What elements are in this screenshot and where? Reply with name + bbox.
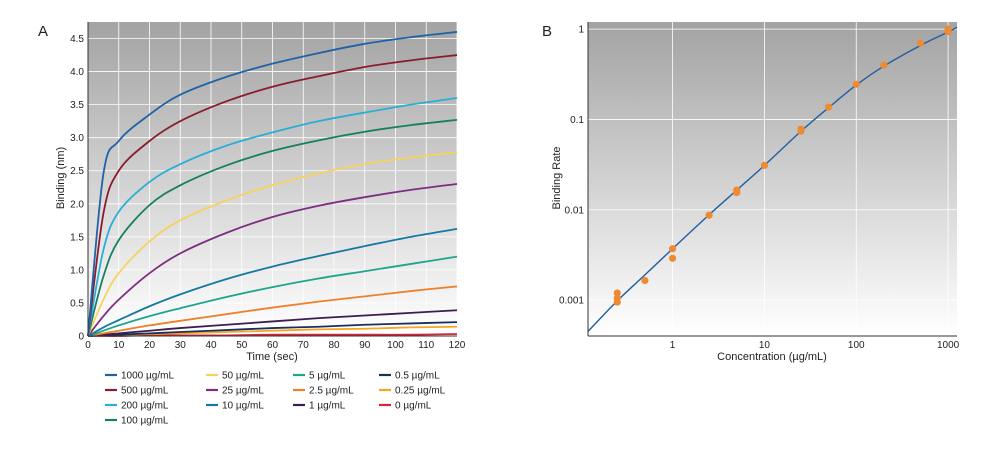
legend-label-100-ug-ml: 100 µg/mL — [121, 416, 169, 427]
panel-b-axes — [587, 22, 957, 337]
panel-a-x-tick-label: 110 — [418, 340, 434, 351]
panel-a-y-tick-label: 3.0 — [70, 133, 84, 144]
legend-label-1-ug-ml: 1 µg/mL — [309, 401, 346, 412]
panel-b-data-point — [797, 127, 805, 135]
panel-b-data-point — [668, 254, 677, 262]
series-line-1000-ug-ml — [87, 31, 458, 337]
panel-b-y-tick-label: 1 — [578, 25, 584, 36]
panel-a-x-tick-label: 10 — [113, 340, 125, 351]
panel-b-fit-line — [587, 26, 958, 332]
panel-b-points — [613, 25, 952, 306]
series-line-0-5-ug-ml — [87, 321, 458, 337]
panel-a-x-tick-labels: 0 10 20 30 40 50 60 70 80 90 100 110 120 — [85, 340, 466, 351]
panel-a-y-tick-label: 4.5 — [70, 34, 84, 45]
panel-a-x-tick-label: 120 — [449, 340, 466, 351]
panel-a-y-tick-label: 0.5 — [70, 298, 84, 309]
series-line-2-5-ug-ml — [87, 285, 458, 337]
legend-label-25-ug-ml: 25 µg/mL — [222, 386, 264, 397]
panel-a-axes — [87, 22, 457, 337]
legend-label-0-25-ug-ml: 0.25 µg/mL — [395, 386, 446, 397]
panel-a-x-tick-label: 20 — [144, 340, 156, 351]
panel-b-data-point — [944, 27, 952, 36]
panel-b-grid — [588, 22, 957, 336]
panel-a-y-tick-label: 2.0 — [70, 199, 84, 210]
panel-a-x-tick-label: 50 — [236, 340, 248, 351]
panel-b-binding-rate: B 1 10 100 1000 0.001 0.01 0.1 1 Concentration… — [542, 22, 960, 363]
panel-a-legend: 1000 µg/mL 500 µg/mL 200 µg/mL 100 µg/mL 50 … — [105, 371, 446, 427]
panel-a-x-tick-label: 80 — [328, 340, 340, 351]
panel-a-grid — [87, 22, 458, 337]
panel-b-letter: B — [542, 23, 552, 40]
panel-a-y-tick-label: 3.5 — [70, 100, 84, 111]
panel-a-x-tick-label: 30 — [175, 340, 187, 351]
panel-a-x-tick-label: 60 — [267, 340, 279, 351]
panel-b-x-tick-label: 1000 — [937, 340, 960, 351]
panel-b-y-tick-label: 0.001 — [559, 296, 584, 307]
panel-b-data-point — [668, 245, 677, 253]
series-line-10-ug-ml — [87, 228, 458, 337]
panel-b-y-tick-label: 0.01 — [565, 205, 585, 216]
panel-a-y-tick-label: 4.0 — [70, 67, 84, 78]
panel-b-x-axis-label: Concentration (µg/mL) — [717, 351, 827, 363]
panel-b-data-point — [641, 276, 649, 285]
series-line-100-ug-ml — [87, 118, 458, 337]
legend-label-50-ug-ml: 50 µg/mL — [222, 371, 264, 382]
legend-label-5-ug-ml: 5 µg/mL — [309, 371, 346, 382]
panel-b-data-point — [733, 188, 741, 197]
legend-label-2-5-ug-ml: 2.5 µg/mL — [309, 386, 354, 397]
panel-b-x-tick-label: 10 — [759, 340, 771, 351]
panel-b-x-tick-labels: 1 10 100 1000 — [670, 340, 960, 351]
legend-label-500-ug-ml: 500 µg/mL — [121, 386, 169, 397]
panel-a-y-axis-label: Binding (nm) — [55, 147, 67, 209]
series-line-50-ug-ml — [87, 151, 458, 337]
panel-b-data-point — [760, 161, 769, 169]
panel-a-y-tick-label: 1.5 — [70, 232, 84, 243]
panel-b-y-tick-label: 0.1 — [570, 115, 584, 126]
panel-b-data-point — [705, 211, 713, 219]
panel-a-y-tick-label: 2.5 — [70, 166, 84, 177]
panel-b-data-point — [613, 298, 621, 306]
panel-b-data-point — [880, 61, 888, 69]
panel-a-x-tick-label: 100 — [387, 340, 404, 351]
panel-a-x-axis-label: Time (sec) — [246, 351, 298, 363]
panel-b-data-point — [852, 80, 860, 88]
panel-b-plot-area — [588, 22, 957, 336]
panel-b-data-point — [613, 289, 621, 297]
panel-a-letter: A — [38, 23, 48, 40]
panel-a-y-tick-label: 1.0 — [70, 265, 84, 276]
panel-a-binding-curves: A 0 10 20 30 40 50 60 70 80 90 100 110 120 0 0.5 1.0 1.… — [38, 22, 466, 427]
panel-a-x-tick-label: 70 — [298, 340, 310, 351]
legend-label-0-5-ug-ml: 0.5 µg/mL — [395, 371, 440, 382]
panel-a-x-tick-label: 0 — [85, 340, 91, 351]
panel-a-x-tick-label: 90 — [359, 340, 371, 351]
legend-label-1000-ug-ml: 1000 µg/mL — [121, 371, 174, 382]
panel-b-x-tick-label: 1 — [670, 340, 676, 351]
series-line-25-ug-ml — [87, 183, 458, 337]
panel-b-y-tick-labels: 0.001 0.01 0.1 1 — [559, 25, 584, 307]
legend-label-0-ug-ml: 0 µg/mL — [395, 401, 432, 412]
panel-a-y-tick-label: 0 — [78, 332, 84, 343]
panel-b-y-axis-label: Binding Rate — [551, 147, 563, 210]
panel-b-fit — [587, 26, 958, 332]
legend-label-200-ug-ml: 200 µg/mL — [121, 401, 169, 412]
series-line-1-ug-ml — [87, 309, 458, 337]
series-line-500-ug-ml — [87, 54, 458, 337]
panel-b-x-tick-label: 100 — [848, 340, 865, 351]
legend-label-10-ug-ml: 10 µg/mL — [222, 401, 264, 412]
panel-b-data-point — [825, 103, 833, 111]
panel-b-data-point — [916, 39, 925, 47]
panel-a-x-tick-label: 40 — [205, 340, 217, 351]
series-line-5-ug-ml — [87, 255, 458, 337]
panel-a-y-tick-labels: 0 0.5 1.0 1.5 2.0 2.5 3.0 3.5 4.0 4.5 — [70, 34, 84, 342]
series-line-200-ug-ml — [87, 97, 458, 337]
